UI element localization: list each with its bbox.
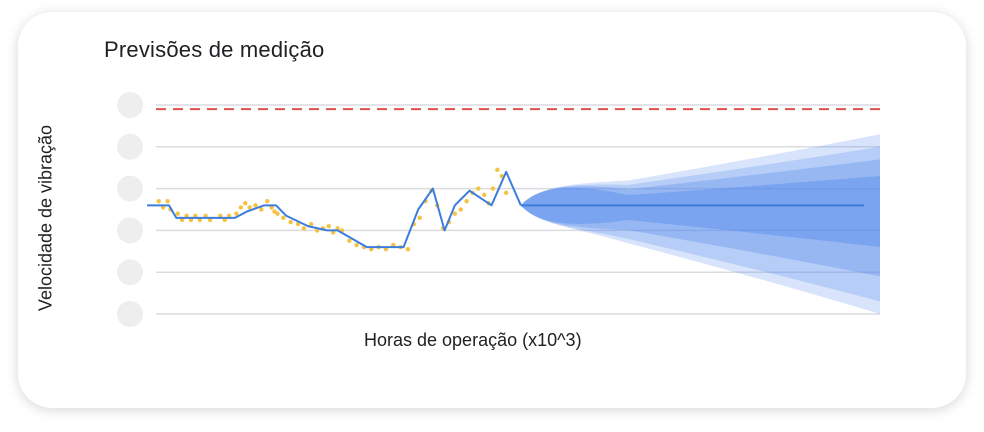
observation-point bbox=[156, 198, 161, 204]
forecast-band bbox=[520, 146, 880, 302]
observation-point bbox=[452, 211, 458, 216]
observation-point bbox=[495, 167, 500, 172]
observation-point bbox=[464, 198, 469, 204]
chart-card bbox=[18, 12, 966, 408]
measurement-line bbox=[147, 170, 522, 249]
grid-lines bbox=[156, 104, 880, 315]
y-tick-label-placeholder bbox=[117, 259, 143, 286]
observation-points bbox=[156, 167, 509, 252]
observation-point bbox=[308, 221, 314, 227]
observation-point bbox=[275, 211, 280, 216]
observation-point bbox=[234, 211, 239, 216]
observation-point bbox=[490, 186, 496, 191]
observation-point bbox=[295, 221, 301, 227]
y-tick-label-placeholder bbox=[117, 301, 143, 327]
y-tick-label-placeholder bbox=[117, 175, 143, 202]
chart-title: Previsões de medição bbox=[104, 37, 325, 62]
observation-point bbox=[243, 201, 248, 206]
observation-point bbox=[301, 226, 307, 231]
forecast-band bbox=[520, 176, 880, 248]
observation-point bbox=[259, 207, 264, 212]
forecast-band bbox=[520, 159, 880, 277]
y-tick-label-placeholder bbox=[117, 92, 143, 118]
x-axis-label: Horas de operação (x10^3) bbox=[364, 330, 582, 350]
observation-point bbox=[354, 242, 359, 248]
observation-point bbox=[476, 186, 481, 191]
measurement-line-group bbox=[147, 170, 522, 249]
forecast-bands bbox=[520, 134, 880, 314]
observation-point bbox=[253, 203, 258, 208]
observation-point bbox=[347, 238, 352, 244]
observation-point bbox=[405, 247, 411, 252]
y-tick-placeholders bbox=[117, 92, 143, 327]
observation-point bbox=[238, 205, 244, 210]
observation-point bbox=[281, 215, 286, 221]
observation-point bbox=[458, 207, 463, 212]
observation-point bbox=[503, 190, 509, 195]
y-tick-label-placeholder bbox=[117, 133, 143, 160]
observation-point bbox=[326, 224, 331, 229]
observation-point bbox=[481, 192, 487, 198]
observation-point bbox=[247, 205, 252, 210]
observation-point bbox=[288, 219, 293, 225]
observation-point bbox=[175, 211, 180, 216]
observation-point bbox=[417, 215, 422, 221]
observation-point bbox=[265, 198, 270, 204]
y-tick-label-placeholder bbox=[117, 217, 143, 244]
forecast-band bbox=[520, 134, 880, 314]
observation-point bbox=[165, 198, 170, 204]
